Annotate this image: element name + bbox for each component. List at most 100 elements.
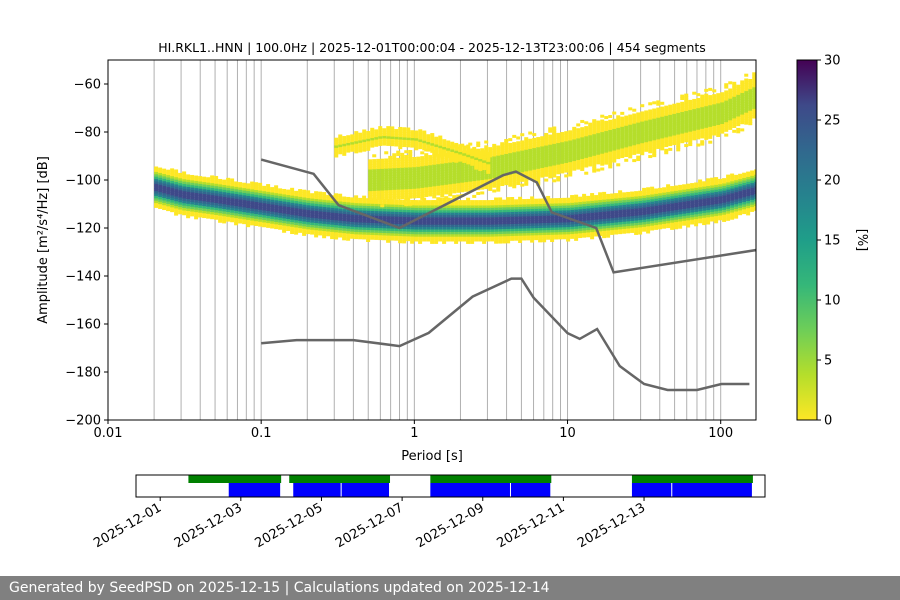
heatmap-cell	[436, 161, 441, 165]
heatmap-cell	[354, 214, 359, 218]
heatmap-cell	[752, 96, 756, 100]
heatmap-cell	[754, 169, 756, 173]
heatmap-cell	[536, 170, 541, 174]
y-tick-label: −180	[65, 366, 101, 381]
heatmap-cell	[442, 209, 447, 213]
heatmap-cell	[718, 190, 723, 194]
heatmap-cell	[392, 172, 397, 176]
heatmap-cell	[520, 145, 525, 149]
heatmap-cell	[662, 192, 667, 196]
heatmap-cell	[500, 163, 505, 167]
heatmap-cell	[670, 198, 675, 202]
heatmap-cell	[688, 138, 693, 142]
heatmap-cell	[270, 191, 275, 195]
heatmap-cell	[334, 212, 339, 216]
heatmap-cell	[680, 116, 685, 120]
heatmap-cell	[410, 216, 415, 220]
heatmap-cell	[708, 116, 713, 120]
heatmap-cell	[570, 228, 575, 232]
heatmap-cell	[634, 215, 639, 219]
heatmap-cell	[408, 174, 413, 178]
heatmap-cell	[420, 201, 425, 205]
heatmap-cell	[628, 148, 633, 152]
heatmap-cell	[428, 164, 433, 168]
colorbar-tick-label: 25	[824, 114, 841, 129]
heatmap-cell	[326, 233, 331, 237]
heatmap-cell	[602, 201, 607, 205]
heatmap-cell	[590, 202, 595, 206]
heatmap-cell	[738, 185, 743, 189]
heatmap-cell	[522, 208, 527, 212]
heatmap-cell	[588, 137, 593, 141]
heatmap-cell	[604, 125, 609, 129]
heatmap-cell	[462, 159, 467, 163]
heatmap-cell	[530, 237, 535, 241]
heatmap-cell	[704, 93, 709, 97]
heatmap-cell	[382, 215, 387, 219]
heatmap-cell	[466, 204, 471, 208]
heatmap-cell	[470, 236, 475, 240]
heatmap-cell	[608, 155, 613, 159]
heatmap-cell	[270, 213, 275, 217]
heatmap-cell	[534, 205, 539, 209]
heatmap-cell	[366, 198, 371, 202]
heatmap-cell	[298, 193, 303, 197]
heatmap-cell	[738, 183, 743, 187]
heatmap-cell	[744, 107, 749, 111]
heatmap-cell	[692, 103, 697, 107]
heatmap-cell	[426, 214, 431, 218]
heatmap-cell	[490, 231, 495, 235]
heatmap-cell	[640, 116, 645, 120]
heatmap-cell	[426, 141, 431, 145]
heatmap-cell	[162, 168, 167, 172]
heatmap-cell	[430, 140, 435, 144]
heatmap-cell	[712, 115, 717, 119]
heatmap-cell	[596, 120, 601, 124]
heatmap-cell	[440, 163, 445, 167]
heatmap-cell	[422, 233, 427, 237]
heatmap-cell	[416, 202, 421, 206]
heatmap-cell	[422, 238, 427, 242]
heatmap-cell	[586, 205, 591, 209]
heatmap-cell	[692, 98, 697, 102]
heatmap-cell	[646, 199, 651, 203]
heatmap-cell	[194, 175, 199, 179]
heatmap-cell	[640, 111, 645, 115]
heatmap-cell	[632, 137, 637, 141]
heatmap-cell	[370, 229, 375, 233]
heatmap-cell	[290, 223, 295, 227]
heatmap-cell	[234, 212, 239, 216]
heatmap-cell	[562, 226, 567, 230]
heatmap-cell	[730, 207, 735, 211]
heatmap-cell	[342, 203, 347, 207]
heatmap-cell	[418, 226, 423, 230]
heatmap-cell	[662, 201, 667, 205]
heatmap-cell	[326, 228, 331, 232]
heatmap-cell	[374, 229, 379, 233]
heatmap-cell	[454, 202, 459, 206]
heatmap-cell	[566, 236, 571, 240]
heatmap-cell	[514, 232, 519, 236]
heatmap-cell	[546, 210, 551, 214]
heatmap-cell	[580, 134, 585, 138]
heatmap-cell	[178, 187, 183, 191]
heatmap-cell	[496, 150, 501, 154]
heatmap-cell	[728, 112, 733, 116]
heatmap-cell	[442, 226, 447, 230]
heatmap-cell	[278, 207, 283, 211]
heatmap-cell	[430, 216, 435, 220]
heatmap-cell	[302, 218, 307, 222]
heatmap-cell	[426, 146, 431, 150]
heatmap-cell	[592, 150, 597, 154]
heatmap-cell	[680, 111, 685, 115]
heatmap-cell	[606, 201, 611, 205]
heatmap-cell	[366, 210, 371, 214]
heatmap-cell	[456, 187, 461, 191]
heatmap-cell	[638, 200, 643, 204]
heatmap-cell	[668, 123, 673, 127]
heatmap-cell	[560, 139, 565, 143]
heatmap-cell	[358, 147, 363, 151]
heatmap-cell	[706, 199, 711, 203]
heatmap-cell	[166, 174, 171, 178]
heatmap-cell	[452, 187, 457, 191]
